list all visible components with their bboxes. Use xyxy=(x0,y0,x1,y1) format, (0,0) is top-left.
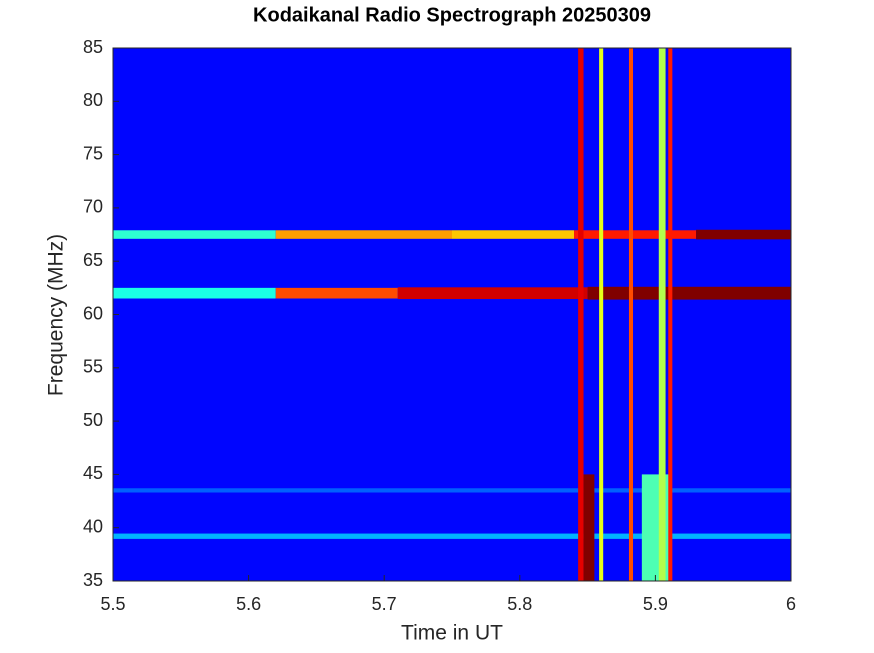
x-tick-label: 5.5 xyxy=(100,594,125,614)
chart-title: Kodaikanal Radio Spectrograph 20250309 xyxy=(253,4,651,26)
vertical-burst xyxy=(599,48,604,581)
x-tick-label: 5.6 xyxy=(236,594,261,614)
x-tick-label: 6 xyxy=(786,594,796,614)
vertical-burst xyxy=(583,474,595,581)
background xyxy=(113,48,791,581)
vertical-burst xyxy=(578,48,584,581)
x-tick-label: 5.8 xyxy=(507,594,532,614)
horizontal-band xyxy=(452,230,575,239)
horizontal-band xyxy=(397,287,588,300)
horizontal-band xyxy=(587,286,791,300)
y-tick-label: 50 xyxy=(83,410,103,430)
y-tick-label: 35 xyxy=(83,570,103,590)
horizontal-band xyxy=(113,488,791,493)
y-tick-label: 80 xyxy=(83,90,103,110)
x-tick-label: 5.7 xyxy=(372,594,397,614)
plot-area xyxy=(113,48,791,581)
y-tick-label: 70 xyxy=(83,197,103,217)
y-axis-label: Frequency (MHz) xyxy=(45,234,68,396)
x-tick-label: 5.9 xyxy=(643,594,668,614)
horizontal-band xyxy=(696,229,791,240)
y-tick-label: 40 xyxy=(83,516,103,536)
horizontal-band xyxy=(574,230,697,239)
y-tick-label: 60 xyxy=(83,303,103,323)
vertical-burst xyxy=(668,48,673,581)
horizontal-band xyxy=(113,287,276,299)
horizontal-band xyxy=(113,230,276,239)
y-tick-label: 55 xyxy=(83,357,103,377)
y-tick-label: 65 xyxy=(83,250,103,270)
horizontal-band xyxy=(275,230,452,239)
x-axis-label: Time in UT xyxy=(401,622,503,645)
vertical-burst xyxy=(628,48,634,581)
y-tick-label: 85 xyxy=(83,37,103,57)
vertical-burst xyxy=(658,48,666,581)
y-tick-label: 45 xyxy=(83,463,103,483)
horizontal-band xyxy=(275,287,398,299)
horizontal-band xyxy=(113,533,791,539)
y-tick-label: 75 xyxy=(83,143,103,163)
